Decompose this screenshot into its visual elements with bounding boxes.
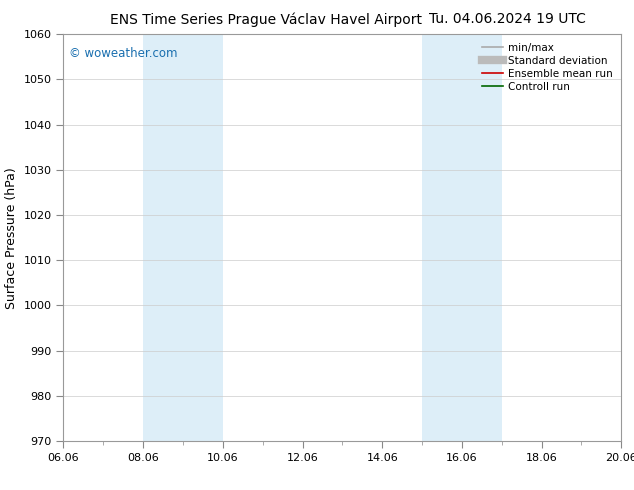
Text: Tu. 04.06.2024 19 UTC: Tu. 04.06.2024 19 UTC — [429, 12, 586, 26]
Text: ENS Time Series Prague Václav Havel Airport: ENS Time Series Prague Václav Havel Airp… — [110, 12, 422, 27]
Bar — [143, 34, 223, 441]
Y-axis label: Surface Pressure (hPa): Surface Pressure (hPa) — [5, 167, 18, 309]
Bar — [422, 34, 501, 441]
Text: © woweather.com: © woweather.com — [69, 47, 178, 59]
Legend: min/max, Standard deviation, Ensemble mean run, Controll run: min/max, Standard deviation, Ensemble me… — [479, 40, 616, 95]
